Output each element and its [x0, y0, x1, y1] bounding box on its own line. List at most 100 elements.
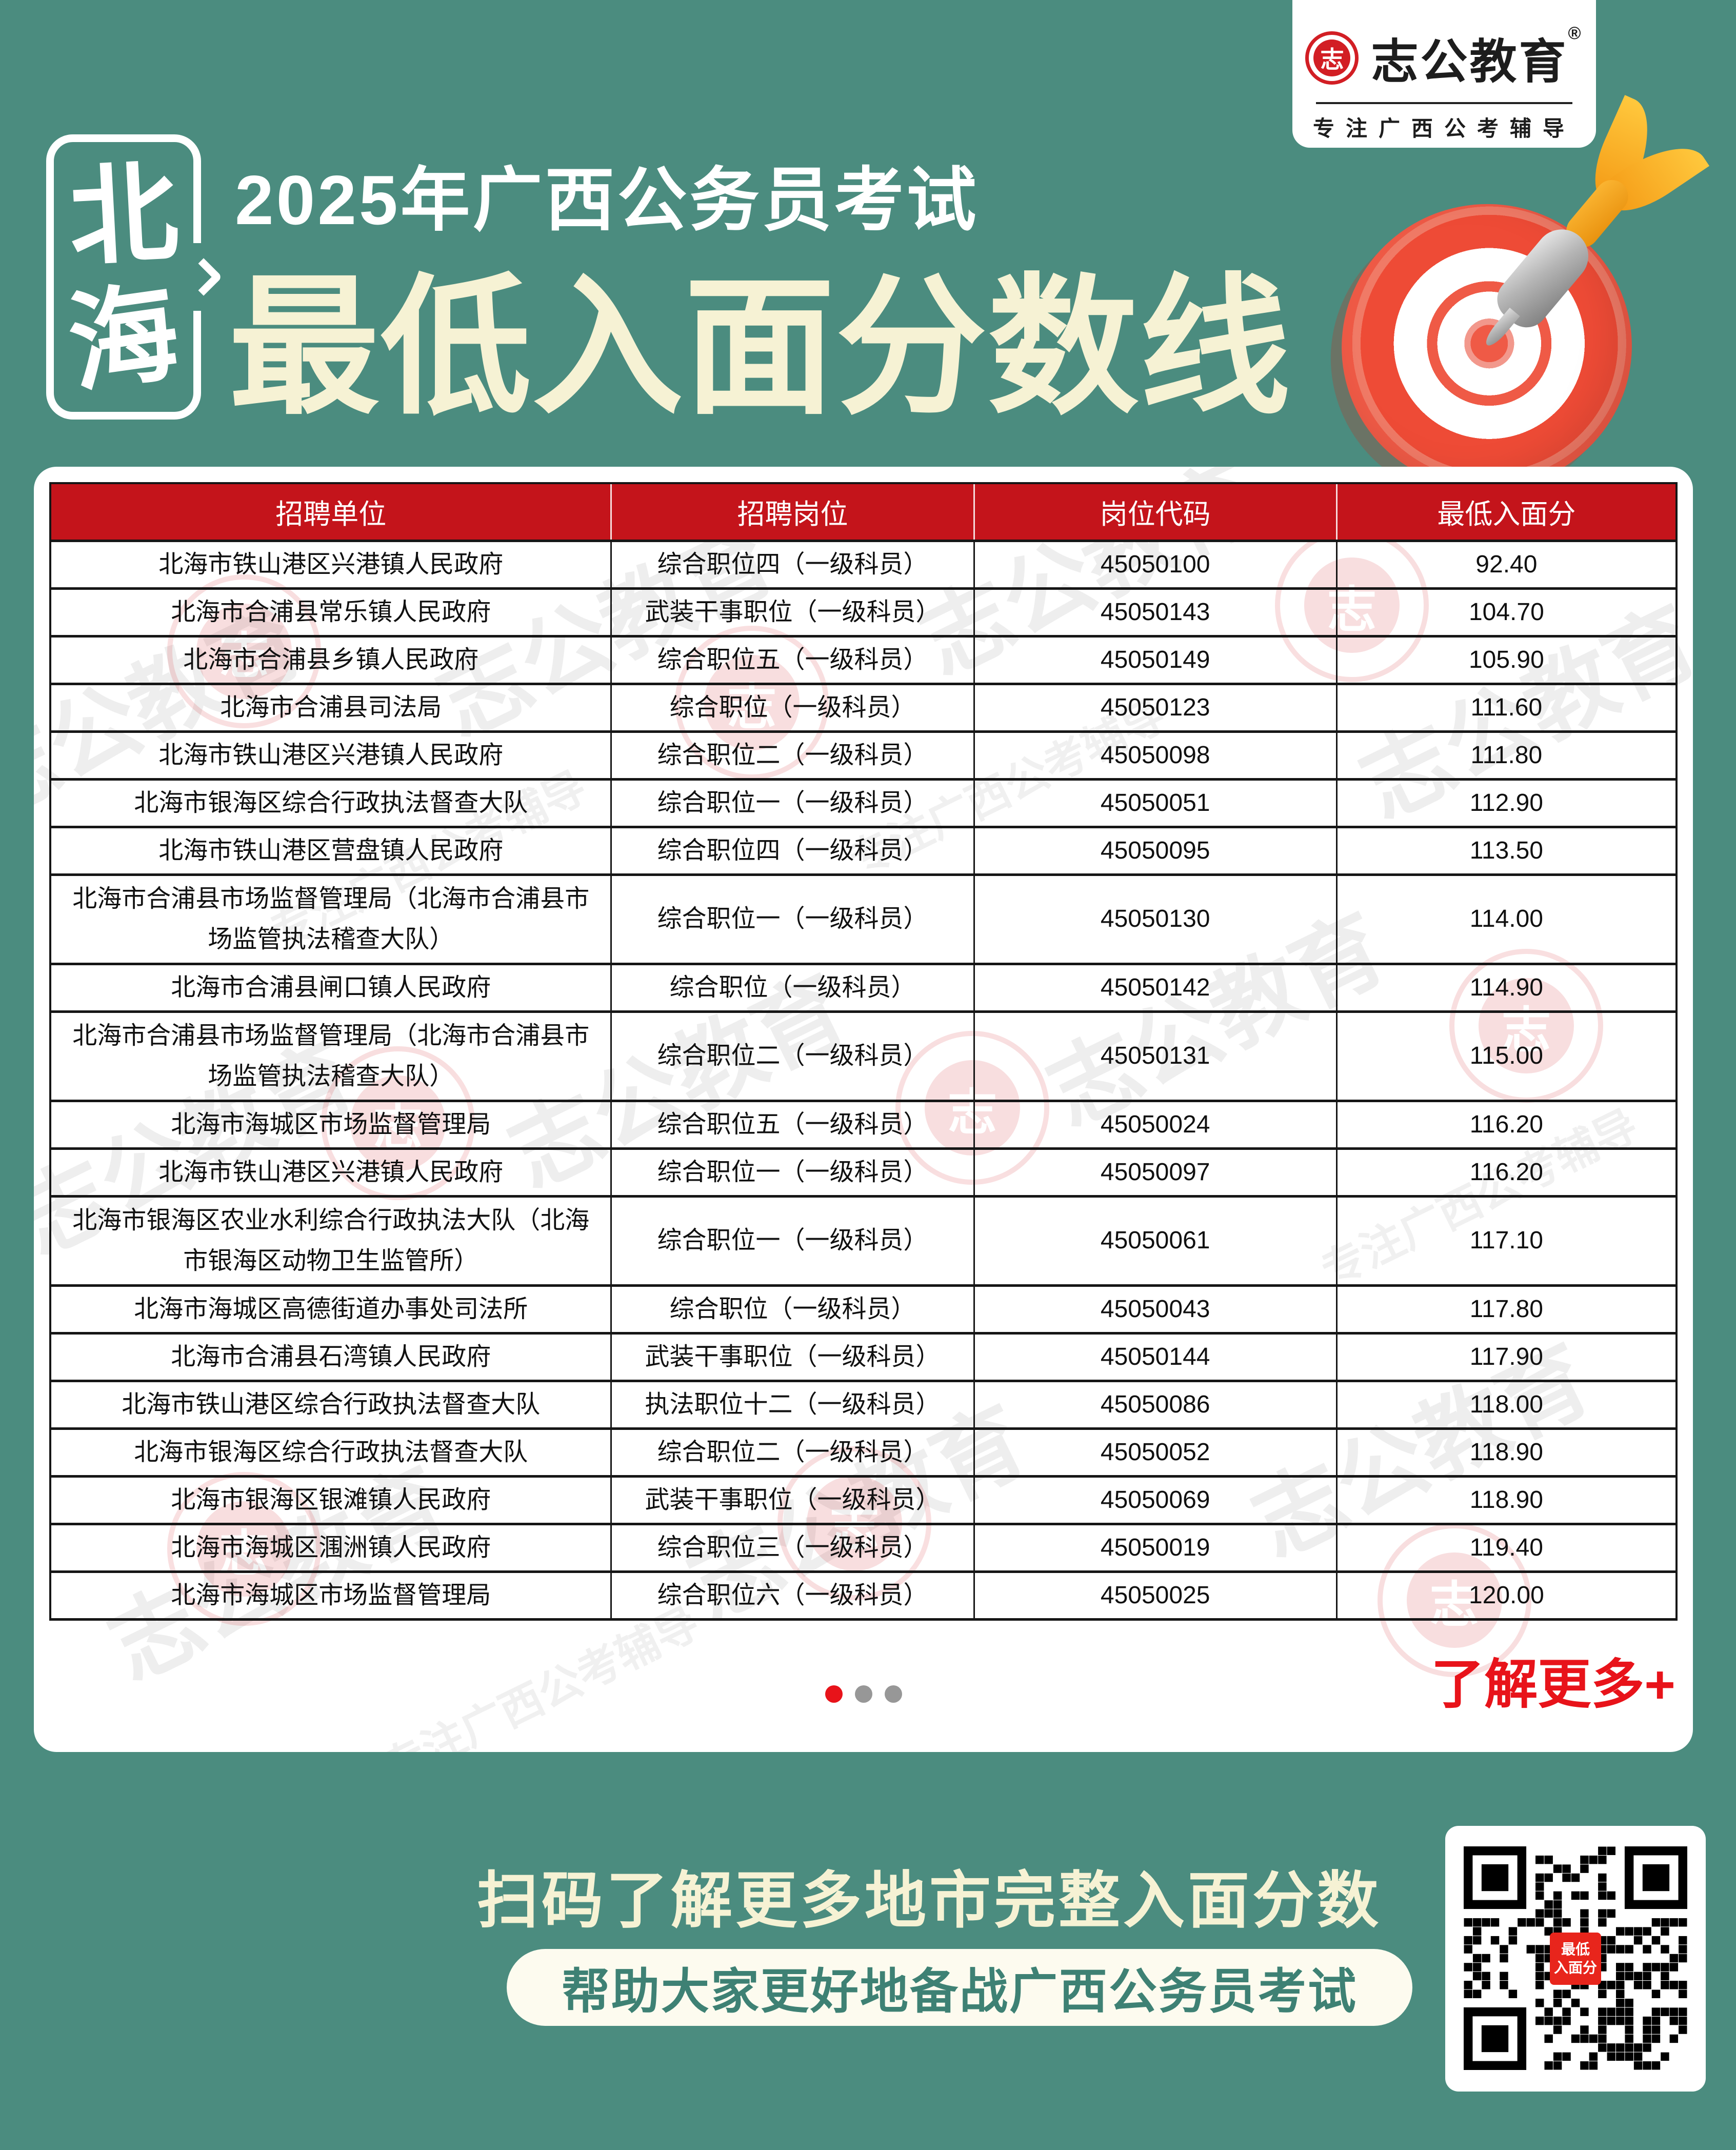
cell-score: 120.00: [1335, 1570, 1678, 1621]
cell-unit: 北海市海城区市场监督管理局: [49, 1570, 612, 1621]
qr-label-line2: 入面分: [1553, 1960, 1597, 1976]
footer-pill-text: 帮助大家更好地备战广西公务员考试: [561, 1964, 1358, 2018]
cell-score: 114.90: [1335, 962, 1678, 1013]
table-row: 北海市铁山港区综合行政执法督查大队 执法职位十二（一级科员） 45050086 118…: [49, 1379, 1678, 1430]
cell-post: 综合职位（一级科员）: [610, 1284, 975, 1335]
cell-code: 45050024: [973, 1099, 1338, 1150]
cell-unit: 北海市铁山港区兴港镇人民政府: [49, 539, 612, 590]
cell-score: 114.00: [1335, 873, 1678, 965]
table-header-row: 招聘单位 招聘岗位 岗位代码 最低入面分: [50, 483, 1677, 541]
cell-post: 综合职位二（一级科员）: [610, 1427, 975, 1478]
table-row: 北海市海城区涠洲镇人民政府 综合职位三（一级科员） 45050019 119.40: [49, 1522, 1678, 1573]
cell-post: 综合职位五（一级科员）: [610, 1099, 975, 1150]
cell-post: 执法职位十二（一级科员）: [610, 1379, 975, 1430]
cell-code: 45050019: [973, 1522, 1338, 1573]
learn-more-link[interactable]: 了解更多+: [1431, 1655, 1675, 1715]
brand-plaque: 志 志公教育® 专注广西公考辅导: [1292, 0, 1596, 148]
col-header-code: 岗位代码: [973, 483, 1337, 541]
cell-unit: 北海市银海区银滩镇人民政府: [49, 1475, 612, 1525]
carousel-dots: [825, 1685, 902, 1703]
cell-post: 综合职位（一级科员）: [610, 962, 975, 1013]
cell-code: 45050123: [973, 682, 1338, 733]
registered-mark: ®: [1568, 24, 1583, 43]
cell-code: 45050052: [973, 1427, 1338, 1478]
cell-unit: 北海市合浦县石湾镇人民政府: [49, 1331, 612, 1382]
city-badge: 北 海: [46, 134, 223, 420]
cell-score: 118.00: [1335, 1379, 1678, 1430]
qr-label-line1: 最低: [1561, 1941, 1590, 1957]
cell-unit: 北海市铁山港区兴港镇人民政府: [49, 1147, 612, 1198]
city-char-2: 海: [61, 270, 186, 406]
table-row: 北海市铁山港区兴港镇人民政府 综合职位一（一级科员） 45050097 116.20: [49, 1147, 1678, 1198]
table-row: 北海市银海区农业水利综合行政执法大队（北海市银海区动物卫生监管所） 综合职位一（一…: [49, 1195, 1678, 1287]
table-row: 北海市海城区市场监督管理局 综合职位六（一级科员） 45050025 120.00: [49, 1570, 1678, 1621]
brand-seal-icon: 志: [1305, 31, 1359, 85]
table-row: 北海市合浦县石湾镇人民政府 武装干事职位（一级科员） 45050144 117.90: [49, 1331, 1678, 1382]
col-header-post: 招聘岗位: [610, 483, 974, 541]
carousel-dot[interactable]: [884, 1685, 902, 1703]
carousel-dot[interactable]: [854, 1685, 872, 1703]
cell-post: 综合职位一（一级科员）: [610, 873, 975, 965]
cell-unit: 北海市合浦县常乐镇人民政府: [49, 587, 612, 638]
table-row: 北海市合浦县常乐镇人民政府 武装干事职位（一级科员） 45050143 104.70: [49, 587, 1678, 638]
cell-unit: 北海市银海区农业水利综合行政执法大队（北海市银海区动物卫生监管所）: [49, 1195, 612, 1287]
cell-post: 武装干事职位（一级科员）: [610, 1331, 975, 1382]
cell-unit: 北海市合浦县市场监督管理局（北海市合浦县市场监管执法稽查大队）: [49, 873, 612, 965]
cell-code: 45050061: [973, 1195, 1338, 1287]
cell-post: 武装干事职位（一级科员）: [610, 587, 975, 638]
cell-post: 综合职位五（一级科员）: [610, 634, 975, 685]
cell-score: 111.80: [1335, 730, 1678, 781]
cell-score: 92.40: [1335, 539, 1678, 590]
cell-score: 113.50: [1335, 825, 1678, 876]
cell-code: 45050130: [973, 873, 1338, 965]
cell-post: 综合职位一（一级科员）: [610, 1195, 975, 1287]
carousel-dot[interactable]: [825, 1685, 843, 1703]
cell-code: 45050069: [973, 1475, 1338, 1525]
cell-post: 综合职位六（一级科员）: [610, 1570, 975, 1621]
cell-score: 116.20: [1335, 1099, 1678, 1150]
cell-score: 112.90: [1335, 778, 1678, 828]
cell-unit: 北海市合浦县司法局: [49, 682, 612, 733]
col-header-score: 最低入面分: [1335, 483, 1677, 541]
cell-code: 45050149: [973, 634, 1338, 685]
cell-post: 综合职位一（一级科员）: [610, 1147, 975, 1198]
table-row: 北海市铁山港区兴港镇人民政府 综合职位四（一级科员） 45050100 92.40: [49, 539, 1678, 590]
cell-unit: 北海市合浦县闸口镇人民政府: [49, 962, 612, 1013]
cell-score: 111.60: [1335, 682, 1678, 733]
cell-score: 119.40: [1335, 1522, 1678, 1573]
footer-pill: 帮助大家更好地备战广西公务员考试: [507, 1949, 1412, 2026]
badge-chevron-mask: [192, 243, 201, 311]
dart-target-illustration: [1323, 95, 1710, 508]
cell-unit: 北海市银海区综合行政执法督查大队: [49, 778, 612, 828]
brand-name: 志公教育®: [1371, 24, 1583, 92]
table-row: 北海市海城区高德街道办事处司法所 综合职位（一级科员） 45050043 117.80: [49, 1284, 1678, 1335]
cell-unit: 北海市银海区综合行政执法督查大队: [49, 1427, 612, 1478]
seal-character: 志: [1313, 39, 1351, 76]
table-row: 北海市铁山港区营盘镇人民政府 综合职位四（一级科员） 45050095 113.50: [49, 825, 1678, 876]
cell-post: 武装干事职位（一级科员）: [610, 1475, 975, 1525]
cell-code: 45050097: [973, 1147, 1338, 1198]
cell-code: 45050131: [973, 1010, 1338, 1102]
cell-code: 45050086: [973, 1379, 1338, 1430]
cell-unit: 北海市铁山港区兴港镇人民政府: [49, 730, 612, 781]
cell-post: 综合职位二（一级科员）: [610, 730, 975, 781]
cell-code: 45050043: [973, 1284, 1338, 1335]
cell-score: 117.10: [1335, 1195, 1678, 1287]
qr-pattern: [1464, 1846, 1687, 2070]
cell-code: 45050025: [973, 1570, 1338, 1621]
cell-post: 综合职位（一级科员）: [610, 682, 975, 733]
cell-post: 综合职位一（一级科员）: [610, 778, 975, 828]
qr-code: 最低 入面分: [1445, 1826, 1706, 2092]
cell-code: 45050098: [973, 730, 1338, 781]
cell-code: 45050100: [973, 539, 1338, 590]
score-table-body: 北海市铁山港区兴港镇人民政府 综合职位四（一级科员） 45050100 92.40 北海…: [49, 539, 1678, 1621]
cell-unit: 北海市海城区涠洲镇人民政府: [49, 1522, 612, 1573]
table-row: 北海市铁山港区兴港镇人民政府 综合职位二（一级科员） 45050098 111.80: [49, 730, 1678, 781]
cell-score: 117.80: [1335, 1284, 1678, 1335]
cell-unit: 北海市铁山港区综合行政执法督查大队: [49, 1379, 612, 1430]
cell-score: 115.00: [1335, 1010, 1678, 1102]
table-row: 北海市银海区综合行政执法督查大队 综合职位一（一级科员） 45050051 112.9…: [49, 778, 1678, 828]
cell-code: 45050051: [973, 778, 1338, 828]
score-table: 招聘单位 招聘岗位 岗位代码 最低入面分 北海市铁山港区兴港镇人民政府 综合职位四…: [49, 482, 1678, 1621]
